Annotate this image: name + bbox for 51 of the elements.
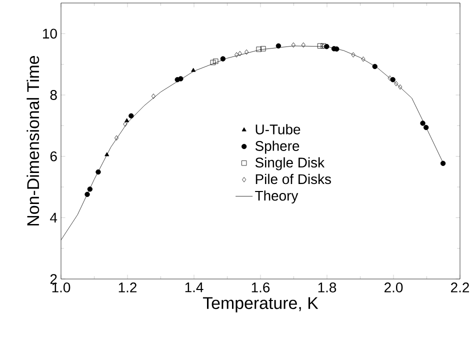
y-axis-title: Non-Dimensional Time [26, 56, 40, 226]
point [276, 43, 282, 49]
x-tick-label: 1.0 [52, 282, 70, 292]
point [388, 76, 392, 81]
point [96, 169, 101, 175]
legend-label: Pile of Disks [256, 174, 331, 184]
point [394, 81, 398, 86]
point [213, 58, 218, 64]
point [301, 42, 306, 48]
x-tick-label: 1.4 [185, 282, 204, 292]
point [114, 135, 119, 141]
y-tick-label: 6 [50, 151, 57, 162]
point [238, 51, 242, 56]
legend-label: Single Disk [255, 157, 325, 170]
point [372, 64, 378, 70]
point [124, 118, 130, 122]
legend-label: Sphere [255, 140, 300, 154]
point [104, 152, 110, 156]
y-tick-label: 4 [50, 212, 58, 222]
point [234, 52, 239, 58]
legend-label: Theory [255, 190, 298, 204]
point [244, 49, 249, 55]
point [260, 46, 266, 52]
point [420, 120, 426, 126]
point [440, 160, 446, 166]
y-tick-label: 8 [50, 90, 57, 100]
point [256, 46, 262, 52]
point [424, 124, 429, 130]
x-axis-title: Temperature, K [202, 297, 318, 312]
point [178, 76, 184, 82]
point [398, 84, 402, 90]
point [84, 192, 90, 197]
point [351, 52, 356, 58]
x-tick-label: 1.2 [118, 282, 136, 292]
point [220, 56, 226, 62]
x-tick-label: 2.0 [384, 282, 403, 292]
point [361, 56, 366, 62]
point [128, 113, 134, 118]
point [87, 186, 93, 192]
point [291, 42, 296, 48]
point [191, 68, 196, 72]
point [210, 60, 216, 66]
x-tick-label: 2.2 [451, 282, 470, 292]
point [123, 122, 128, 127]
x-tick-label: 1.6 [252, 282, 270, 292]
point [390, 77, 396, 82]
y-tick-label: 10 [43, 28, 57, 39]
point [317, 43, 323, 49]
point [151, 94, 156, 99]
x-tick-label: 1.8 [318, 282, 336, 292]
legend-label: U-Tube [256, 124, 300, 134]
